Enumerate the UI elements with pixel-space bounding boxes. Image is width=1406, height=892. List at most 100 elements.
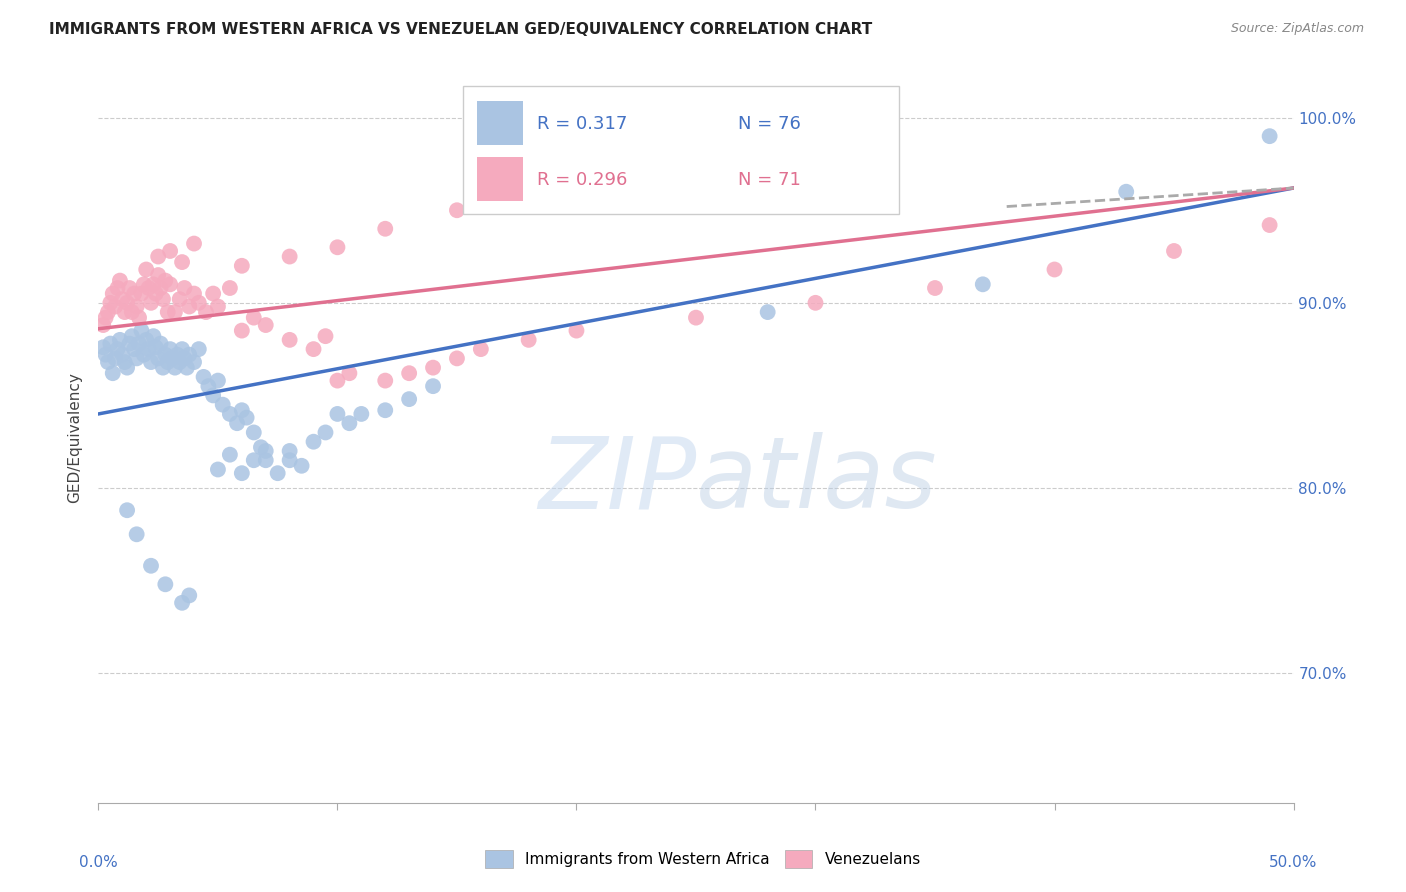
Point xyxy=(152,360,174,375)
Point xyxy=(166,348,188,362)
Point xyxy=(148,351,170,366)
Point xyxy=(517,333,540,347)
Point xyxy=(422,360,444,375)
Point xyxy=(125,351,148,366)
Point xyxy=(142,329,165,343)
Text: R = 0.296: R = 0.296 xyxy=(537,171,627,189)
Point xyxy=(125,300,148,314)
Point xyxy=(135,333,157,347)
Point xyxy=(326,407,349,421)
Point xyxy=(685,166,707,180)
Point xyxy=(374,374,396,388)
Point xyxy=(1258,129,1281,144)
Point xyxy=(162,351,184,366)
Point xyxy=(97,305,120,319)
Point xyxy=(254,453,277,467)
Point xyxy=(278,453,301,467)
Point xyxy=(111,292,134,306)
Point xyxy=(207,374,229,388)
Point xyxy=(139,295,162,310)
Point xyxy=(187,295,209,310)
Point xyxy=(924,281,946,295)
Point xyxy=(183,236,205,251)
Point xyxy=(176,360,198,375)
Point xyxy=(398,366,420,380)
Point xyxy=(94,348,117,362)
Point xyxy=(118,281,141,295)
Point xyxy=(207,462,229,476)
Point xyxy=(132,348,155,362)
Point xyxy=(107,281,129,295)
Text: 0.0%: 0.0% xyxy=(79,855,118,870)
Point xyxy=(173,351,195,366)
Point xyxy=(219,281,242,295)
Point xyxy=(135,262,157,277)
Point xyxy=(98,336,122,351)
Point xyxy=(195,305,218,319)
Point xyxy=(565,324,588,338)
Point xyxy=(231,259,253,273)
Text: N = 76: N = 76 xyxy=(738,115,800,133)
Point xyxy=(97,355,120,369)
Point xyxy=(231,324,253,338)
Text: Source: ZipAtlas.com: Source: ZipAtlas.com xyxy=(1230,22,1364,36)
Point xyxy=(169,292,191,306)
Point xyxy=(315,425,337,440)
Point xyxy=(315,329,337,343)
Point xyxy=(179,300,201,314)
Point xyxy=(326,240,349,254)
Point xyxy=(243,425,266,440)
Point xyxy=(152,292,174,306)
Point xyxy=(804,295,827,310)
Point xyxy=(446,203,468,218)
Point xyxy=(114,305,136,319)
Point xyxy=(172,342,194,356)
Point xyxy=(139,558,162,573)
Point xyxy=(132,277,155,292)
Point xyxy=(94,310,117,325)
Point xyxy=(101,366,124,380)
Point xyxy=(155,348,177,362)
Point xyxy=(121,305,143,319)
Text: ZIP: ZIP xyxy=(537,433,696,530)
Point xyxy=(156,305,179,319)
Point xyxy=(1115,185,1137,199)
Point xyxy=(374,403,396,417)
Point xyxy=(148,250,170,264)
Text: 50.0%: 50.0% xyxy=(1270,855,1317,870)
Point xyxy=(118,336,141,351)
Point xyxy=(211,398,233,412)
Point xyxy=(172,596,194,610)
Point xyxy=(202,388,225,402)
Point xyxy=(202,286,225,301)
Point xyxy=(756,305,779,319)
Point xyxy=(155,274,177,288)
Point xyxy=(121,329,143,343)
Point xyxy=(446,351,468,366)
Point xyxy=(197,379,219,393)
Point xyxy=(115,503,138,517)
Point xyxy=(104,351,127,366)
Point xyxy=(128,310,150,325)
Point xyxy=(163,360,186,375)
Point xyxy=(179,588,201,602)
Point xyxy=(267,466,290,480)
Point xyxy=(179,348,201,362)
Point xyxy=(326,374,349,388)
Text: atlas: atlas xyxy=(696,433,938,530)
Y-axis label: GED/Equivalency: GED/Equivalency xyxy=(67,372,83,502)
Bar xyxy=(477,157,523,201)
Point xyxy=(339,416,361,430)
Point xyxy=(159,244,181,258)
Point xyxy=(131,324,153,338)
Point xyxy=(91,318,114,332)
Legend: Immigrants from Western Africa, Venezuelans: Immigrants from Western Africa, Venezuel… xyxy=(478,843,928,875)
Point xyxy=(374,221,396,235)
Point xyxy=(235,410,257,425)
Point xyxy=(350,407,373,421)
Point xyxy=(142,277,165,292)
Point xyxy=(107,342,129,356)
Point xyxy=(243,310,266,325)
Point xyxy=(302,342,325,356)
Point xyxy=(231,466,253,480)
